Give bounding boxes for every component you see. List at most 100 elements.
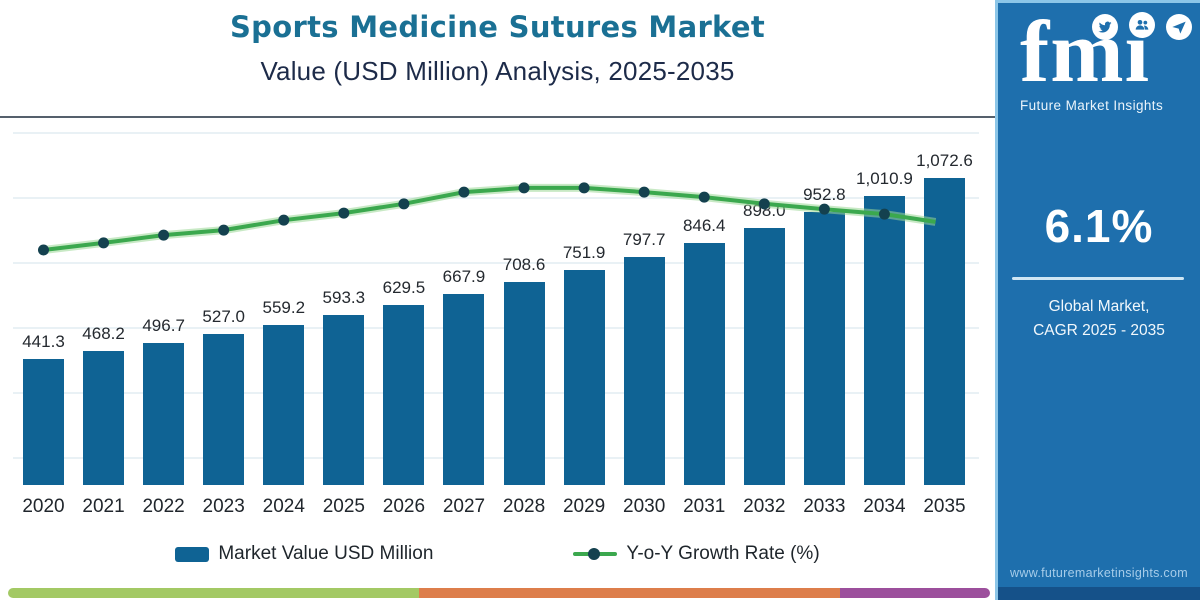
title-block: Sports Medicine Sutures Market Value (US… — [0, 10, 995, 87]
bar-value-label: 667.9 — [442, 267, 486, 286]
bar-swatch-icon — [175, 546, 210, 562]
x-axis: 2020 2021 2022 2023 2024 2025 2026 2027 2028 2029… — [22, 496, 966, 522]
year-label: 2025 — [322, 496, 365, 517]
page-subtitle: Value (USD Million) Analysis, 2025-2035 — [260, 56, 735, 86]
yoy-marker — [158, 229, 170, 241]
bar-column: 496.7 — [142, 130, 185, 485]
yoy-marker — [278, 214, 290, 226]
bar — [503, 282, 545, 485]
year-label: 2027 — [442, 496, 486, 517]
bar — [563, 270, 605, 485]
legend: Market Value USD Million Y-o-Y Growth Ra… — [0, 543, 995, 565]
bar-column: 468.2 — [82, 130, 125, 485]
bar — [803, 212, 845, 485]
bar-value-label: 952.8 — [803, 185, 846, 204]
panel-bottom-bar — [998, 587, 1200, 600]
yoy-marker — [818, 203, 830, 215]
legend-label: Y-o-Y Growth Rate (%) — [626, 543, 820, 564]
year-label: 2024 — [262, 496, 305, 517]
bar-value-label: 441.3 — [22, 332, 65, 351]
bar — [263, 325, 305, 485]
year-label: 2031 — [683, 496, 726, 517]
bar-value-label: 1,072.6 — [916, 151, 973, 170]
yoy-marker — [518, 182, 530, 194]
yoy-line-svg — [38, 182, 937, 256]
bar-value-label: 797.7 — [622, 230, 666, 249]
bar-column: 708.6 — [502, 130, 546, 485]
strip-green-segment — [8, 588, 419, 598]
bar-value-label: 708.6 — [502, 255, 546, 274]
bar-column: 667.9 — [442, 130, 486, 485]
bar — [143, 343, 185, 485]
gridline — [13, 197, 979, 199]
yoy-marker — [98, 237, 110, 249]
yoy-marker — [638, 186, 650, 198]
title-divider — [0, 116, 995, 118]
plane-icon — [1166, 14, 1192, 40]
yoy-marker — [218, 224, 230, 236]
bird-icon — [1092, 14, 1118, 40]
logo-caption: Future Market Insights — [1020, 98, 1164, 113]
cagr-caption-line1: Global Market, — [1048, 298, 1150, 315]
page-title: Sports Medicine Sutures Market — [230, 10, 765, 44]
year-label: 2033 — [803, 496, 846, 517]
website-url[interactable]: www.futuremarketinsights.com — [1010, 566, 1188, 580]
footer-color-strip — [8, 588, 990, 598]
year-label: 2020 — [22, 496, 65, 517]
gridline — [13, 327, 979, 329]
bar-column: 441.3 — [22, 130, 65, 485]
yoy-marker — [458, 186, 470, 198]
year-label: 2026 — [382, 496, 426, 517]
bar — [623, 257, 665, 485]
fmi-logo: fmı — [1020, 4, 1151, 101]
strip-purple-segment — [840, 588, 990, 598]
panel-divider — [1012, 277, 1184, 280]
bar-value-label: 1,010.9 — [856, 169, 913, 188]
year-label: 2032 — [743, 496, 786, 517]
bar — [443, 294, 485, 485]
bar — [924, 178, 965, 485]
bar-column: 898.0 — [743, 130, 786, 485]
brand-panel: fmı Future Market Insights 6.1% Global M… — [995, 0, 1200, 600]
cagr-caption: Global Market, CAGR 2025 - 2035 — [998, 295, 1200, 343]
bar-column: 559.2 — [262, 130, 306, 485]
bar-value-label: 527.0 — [202, 307, 245, 326]
yoy-marker — [698, 191, 710, 203]
year-label: 2029 — [562, 496, 606, 517]
year-label: 2021 — [82, 496, 125, 517]
users-icon — [1129, 12, 1155, 38]
year-label: 2034 — [863, 496, 906, 517]
yoy-line — [43, 185, 936, 252]
yoy-marker — [398, 198, 410, 210]
year-label: 2022 — [142, 496, 185, 517]
bar-column: 797.7 — [622, 130, 666, 485]
yoy-line-glow — [43, 183, 937, 254]
yoy-marker — [878, 208, 890, 220]
line-marker-icon — [573, 547, 618, 561]
bar-value-label: 593.3 — [322, 288, 366, 307]
bar-value-label: 496.7 — [142, 316, 185, 335]
legend-item-growth-rate: Y-o-Y Growth Rate (%) — [573, 543, 820, 565]
plot-area: 441.3 468.2 496.7 527.0 559.2 593.3 629.5 667.9… — [13, 130, 979, 485]
chart-section: Sports Medicine Sutures Market Value (US… — [0, 10, 995, 598]
bar — [383, 305, 425, 485]
year-label: 2035 — [923, 496, 966, 517]
bar-value-label: 751.9 — [562, 243, 606, 262]
cagr-value: 6.1% — [1044, 200, 1154, 252]
yoy-marker — [338, 207, 350, 219]
bar — [203, 334, 245, 485]
bar-value-label: 559.2 — [262, 298, 306, 317]
bar-column: 1,010.9 — [856, 130, 913, 485]
bar-column: 629.5 — [383, 130, 425, 485]
bar-value-label: 846.4 — [682, 216, 726, 235]
yoy-marker — [758, 198, 770, 210]
bar-column: 846.4 — [682, 130, 726, 485]
bar-column: 1,072.6 — [916, 130, 973, 485]
gridline — [13, 262, 979, 264]
yoy-marker — [578, 182, 590, 194]
year-label: 2023 — [202, 496, 245, 517]
bar-value-label: 468.2 — [82, 324, 125, 343]
bar — [683, 243, 725, 485]
cagr-caption-line2: CAGR 2025 - 2035 — [1033, 322, 1165, 340]
